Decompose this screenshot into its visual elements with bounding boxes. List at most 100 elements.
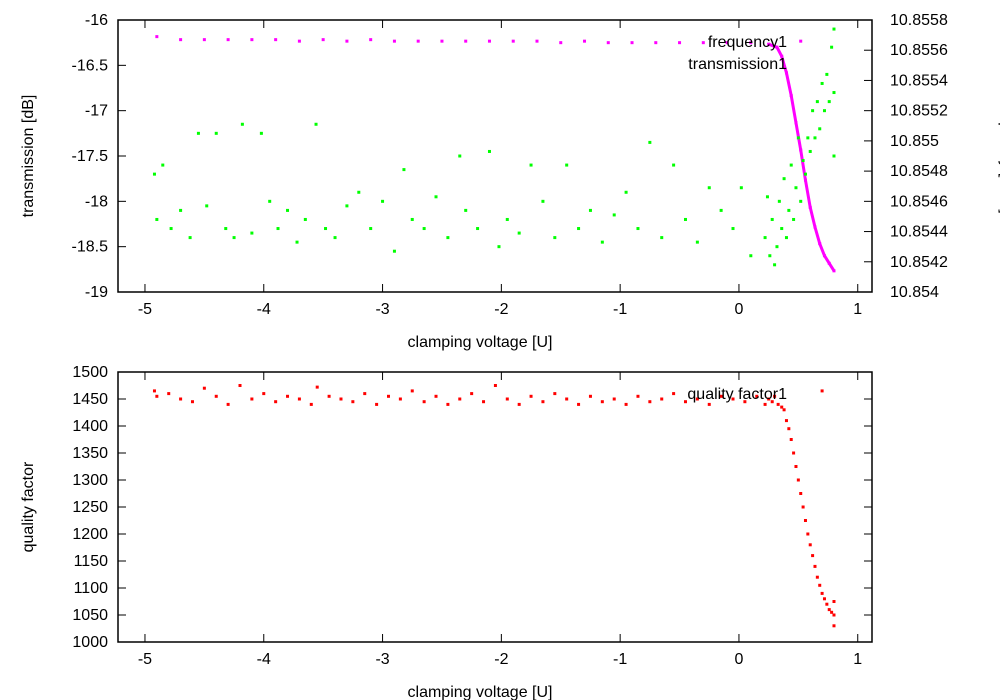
data-point (493, 384, 497, 387)
data-point (815, 575, 819, 579)
data-point (832, 600, 836, 603)
data-point (375, 402, 379, 406)
data-point (767, 397, 771, 401)
data-point (487, 149, 491, 153)
y-tick-label: 1150 (74, 553, 109, 570)
data-point (250, 231, 254, 235)
data-point (811, 109, 815, 113)
data-point (386, 394, 390, 398)
data-point (179, 208, 183, 212)
data-point (765, 195, 769, 199)
frequency-curve (768, 42, 836, 272)
data-point (775, 245, 779, 249)
y2-tick-label: 10.8552 (890, 103, 948, 120)
data-point (224, 227, 228, 231)
series-frequency1 (155, 35, 836, 273)
data-point (725, 41, 729, 45)
data-point (672, 392, 676, 396)
data-point (250, 397, 254, 401)
data-point (482, 400, 486, 404)
data-point (808, 543, 812, 547)
data-point (565, 397, 569, 401)
data-point (274, 38, 278, 42)
data-point (577, 227, 581, 231)
data-point (792, 217, 796, 221)
data-point (749, 41, 753, 45)
data-point (777, 199, 781, 203)
data-point (402, 168, 406, 172)
plot-frame (117, 371, 873, 643)
data-point (787, 427, 791, 431)
data-point (827, 100, 831, 104)
data-point (274, 400, 278, 404)
series-transmission1 (152, 27, 836, 267)
y-tick-label: 1500 (72, 364, 108, 381)
data-point (648, 140, 652, 144)
y-axis-label: transmission [dB] (20, 95, 37, 218)
data-point (806, 136, 810, 140)
data-point (196, 131, 200, 135)
data-point (262, 392, 266, 396)
data-point (517, 402, 521, 406)
data-point (815, 100, 819, 104)
data-point (600, 240, 604, 244)
data-point (226, 38, 230, 42)
data-point (820, 81, 824, 85)
x-axis-label: clamping voltage [U] (408, 684, 553, 700)
data-point (813, 564, 817, 568)
data-point (398, 397, 402, 401)
data-point (799, 492, 803, 495)
y-tick-label: 1300 (72, 472, 108, 489)
data-point (731, 397, 735, 401)
y2-tick-label: 10.8542 (890, 254, 948, 271)
data-point (505, 397, 509, 401)
data-point (268, 199, 272, 203)
x-tick-label: -5 (138, 301, 152, 318)
data-point (825, 602, 829, 606)
y-tick-label: 1400 (72, 418, 108, 435)
data-point (830, 610, 834, 614)
data-point (464, 208, 468, 212)
data-point (422, 227, 426, 231)
data-point (410, 389, 414, 393)
plot-2: -5 -4 -3 -2 -1 0 1 1000 1050 1100 1150 1200 1250 1300… (20, 364, 873, 700)
data-point (768, 254, 772, 258)
data-point (813, 136, 817, 140)
data-point (648, 400, 652, 404)
x-tick-label: -3 (375, 301, 389, 318)
data-point (553, 236, 557, 240)
data-point (600, 400, 604, 404)
data-point (818, 583, 822, 587)
data-point (806, 532, 810, 536)
y-axis-label: quality factor (20, 461, 37, 552)
y-tick-label: 1000 (72, 634, 108, 651)
data-point (731, 227, 735, 231)
data-point (458, 397, 462, 401)
data-point (636, 227, 640, 231)
plot-1: -5 -4 -3 -2 -1 0 1 -19 -18.5 -18 -17.5 -17 -16.5 -16 1… (20, 12, 1000, 351)
y2-tick-label: 10.8548 (890, 163, 948, 180)
data-point (612, 397, 616, 401)
data-point (803, 519, 807, 522)
data-point (770, 217, 774, 221)
data-point (776, 402, 780, 406)
data-point (672, 163, 676, 167)
data-point (232, 236, 236, 240)
data-point (794, 186, 798, 190)
data-point (392, 249, 396, 253)
data-point (588, 208, 592, 212)
data-point (577, 402, 581, 406)
legend-entry: quality factor1 (687, 386, 787, 403)
data-point (606, 41, 610, 45)
data-point (832, 613, 836, 617)
data-point (276, 227, 280, 231)
x-tick-label: -4 (257, 301, 271, 318)
data-point (832, 91, 836, 95)
data-point (179, 397, 183, 401)
data-point (832, 624, 836, 628)
data-point (169, 227, 173, 231)
data-point (660, 397, 664, 401)
data-point (701, 41, 705, 45)
data-point (784, 419, 788, 423)
